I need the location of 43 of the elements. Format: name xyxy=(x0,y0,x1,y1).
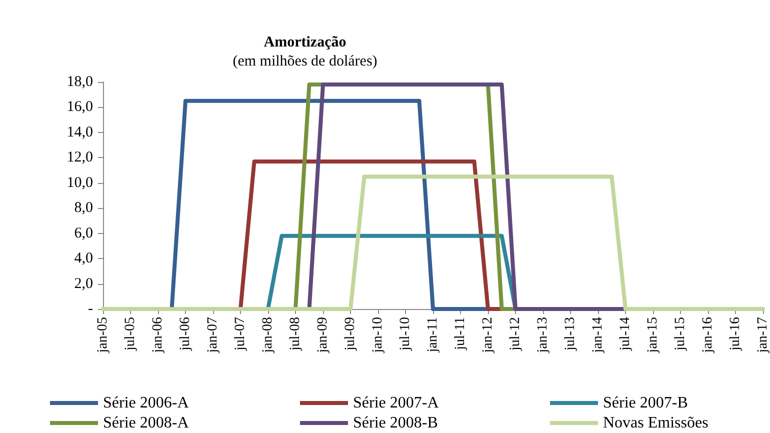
x-tick-label: jul-08 xyxy=(288,317,303,352)
x-tick-label: jul-15 xyxy=(673,317,688,352)
y-tick-label: 6,0 xyxy=(74,225,93,242)
x-tick-label: jan-17 xyxy=(756,317,770,354)
x-tick-label: jul-07 xyxy=(233,317,248,352)
x-tick-label: jul-06 xyxy=(178,317,193,352)
x-tick-label: jan-07 xyxy=(206,317,220,354)
x-tick-label: jan-09 xyxy=(316,317,330,354)
x-tick-label: jan-11 xyxy=(426,317,440,354)
x-tick-label: jul-14 xyxy=(618,317,633,352)
legend-label: Série 2006-A xyxy=(103,394,190,412)
y-tick-label: 8,0 xyxy=(74,200,93,216)
legend-label: Série 2008-B xyxy=(353,414,438,432)
x-tick-label: jul-11 xyxy=(453,317,468,351)
chart-subtitle: (em milhões de doláres) xyxy=(232,54,378,70)
x-tick-label: jul-16 xyxy=(728,317,743,352)
x-tick-label: jan-05 xyxy=(96,317,110,354)
y-tick-label: 2,0 xyxy=(74,276,93,292)
legend-label: Novas Emissões xyxy=(603,414,708,432)
y-tick-label: 12,0 xyxy=(66,150,93,166)
x-tick-label: jul-13 xyxy=(563,317,578,352)
legend-label: Série 2007-B xyxy=(603,394,688,412)
y-tick-label: 16,0 xyxy=(66,99,93,116)
x-tick-label: jan-10 xyxy=(370,317,386,354)
y-tick-label: 18,0 xyxy=(66,74,93,90)
y-tick-label: 4,0 xyxy=(74,250,93,267)
x-tick-label: jul-12 xyxy=(508,317,523,352)
y-tick-label: 10,0 xyxy=(66,174,93,191)
chart-title: Amortização xyxy=(264,34,346,50)
x-tick-label: jan-08 xyxy=(260,317,276,354)
x-tick-label: jul-10 xyxy=(398,317,413,352)
legend-label: Série 2008-A xyxy=(103,414,190,432)
y-tick-label: - xyxy=(88,301,93,317)
x-tick-label: jul-09 xyxy=(343,317,358,352)
x-tick-label: jan-13 xyxy=(536,317,550,354)
x-tick-label: jan-06 xyxy=(150,317,166,354)
y-tick-label: 14,0 xyxy=(66,124,93,140)
x-tick-label: jan-12 xyxy=(480,317,496,354)
x-tick-label: jan-14 xyxy=(590,317,606,354)
legend-label: Série 2007-A xyxy=(353,394,440,412)
x-tick-label: jul-05 xyxy=(123,317,138,352)
x-tick-label: jan-16 xyxy=(700,317,716,354)
x-tick-label: jan-15 xyxy=(646,317,660,354)
